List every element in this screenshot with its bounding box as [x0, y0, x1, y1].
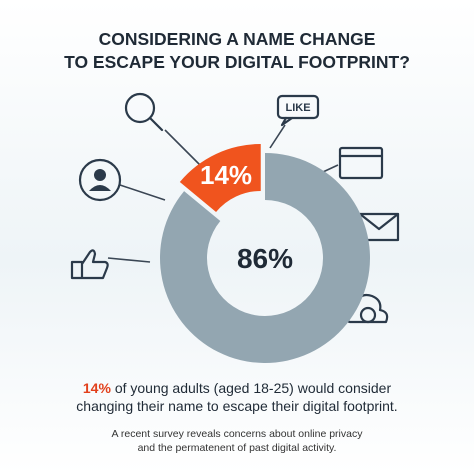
- note: A recent survey reveals concerns about o…: [112, 428, 364, 440]
- donut-slice: [179, 143, 261, 212]
- title-line: TO ESCAPE YOUR DIGITAL FOOTPRINT?: [64, 52, 410, 72]
- donut-slice: [160, 153, 371, 363]
- note: and the permatenent of past digital acti…: [138, 442, 337, 454]
- caption-text: of young adults (aged 18-25) would consi…: [115, 380, 392, 396]
- caption-highlight: 14%: [83, 380, 112, 396]
- value-label: 86%: [237, 243, 293, 274]
- caption: changing their name to escape their digi…: [76, 398, 397, 414]
- icon-label: LIKE: [285, 102, 310, 114]
- donut: 14% 86%: [160, 143, 371, 363]
- title-line: CONSIDERING A NAME CHANGE: [99, 29, 376, 49]
- caption: 14% of young adults (aged 18-25) would c…: [83, 380, 392, 396]
- value-label: 14%: [200, 160, 252, 190]
